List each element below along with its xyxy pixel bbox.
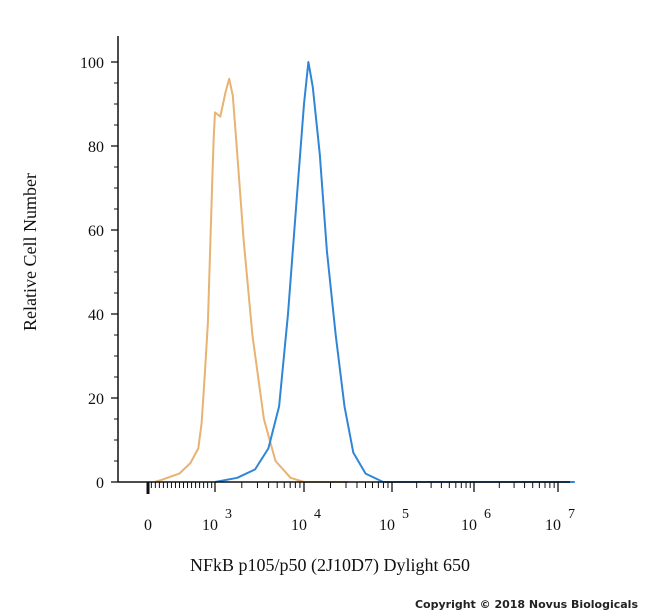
x-tick-label: 10 [291,517,307,534]
copyright-notice: Copyright © 2018 Novus Biologicals [415,598,638,611]
x-tick-label: 10 [202,517,218,534]
x-tick-exponent: 5 [402,507,409,522]
y-tick-label: 20 [88,391,104,408]
x-tick-label: 10 [545,517,561,534]
x-tick-exponent: 4 [314,507,321,522]
y-tick-label: 0 [96,475,104,492]
histogram-series-line [214,61,575,483]
plot-lines [154,61,575,483]
axes [117,36,570,483]
y-ticks: 0 20 40 60 80 100 [80,55,118,492]
x-tick-exponent: 7 [568,507,575,522]
x-tick-exponent: 6 [484,507,491,522]
x-axis-title: NFkB p105/p50 (2J10D7) Dylight 650 [190,555,470,576]
x-tick-label: 0 [144,517,152,534]
y-tick-label: 40 [88,307,104,324]
y-tick-label: 80 [88,139,104,156]
y-tick-label: 60 [88,223,104,240]
x-ticks: 0 10 3 10 4 10 5 10 6 10 7 [144,482,575,534]
histogram-series-line [154,77,348,483]
y-tick-label: 100 [80,55,104,72]
y-axis-title: Relative Cell Number [20,173,40,331]
x-tick-exponent: 3 [225,507,232,522]
x-tick-label: 10 [379,517,395,534]
x-tick-label: 10 [461,517,477,534]
